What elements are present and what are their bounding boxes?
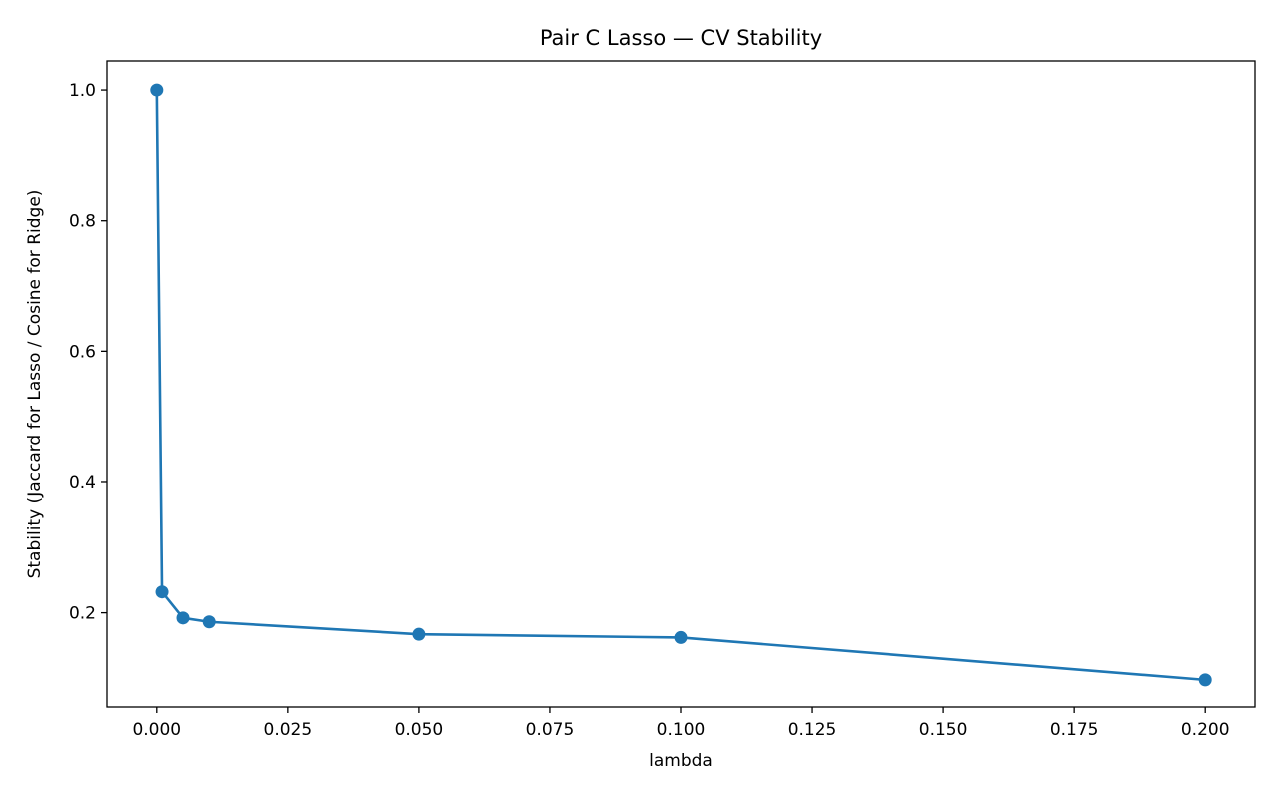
x-tick-label: 0.075 xyxy=(526,720,575,740)
x-tick-label: 0.175 xyxy=(1050,720,1099,740)
data-point xyxy=(176,611,190,625)
data-point xyxy=(150,83,164,97)
x-axis: 0.000 0.025 0.050 0.075 0.100 0.125 0.150 0.175… xyxy=(132,707,1230,740)
y-axis: 0.2 0.4 0.6 0.8 1.0 xyxy=(69,81,107,624)
series-layer xyxy=(150,83,1212,687)
y-tick-label: 0.2 xyxy=(69,604,96,624)
y-tick-label: 0.6 xyxy=(69,342,96,362)
y-tick-label: 0.8 xyxy=(69,212,96,232)
chart-title: Pair C Lasso — CV Stability xyxy=(540,26,822,50)
data-point xyxy=(674,630,688,644)
x-tick-label: 0.150 xyxy=(919,720,968,740)
x-axis-label: lambda xyxy=(649,751,713,771)
x-tick-label: 0.050 xyxy=(395,720,444,740)
y-axis-label: Stability (Jaccard for Lasso / Cosine fo… xyxy=(25,190,45,579)
x-tick-label: 0.025 xyxy=(264,720,313,740)
x-tick-label: 0.200 xyxy=(1181,720,1230,740)
x-tick-label: 0.000 xyxy=(132,720,181,740)
y-tick-label: 0.4 xyxy=(69,473,96,493)
data-point xyxy=(412,627,426,641)
data-point xyxy=(1198,673,1212,687)
data-point xyxy=(155,585,169,599)
x-tick-label: 0.100 xyxy=(657,720,706,740)
x-tick-label: 0.125 xyxy=(788,720,837,740)
y-tick-label: 1.0 xyxy=(69,81,96,101)
data-point xyxy=(202,615,216,629)
